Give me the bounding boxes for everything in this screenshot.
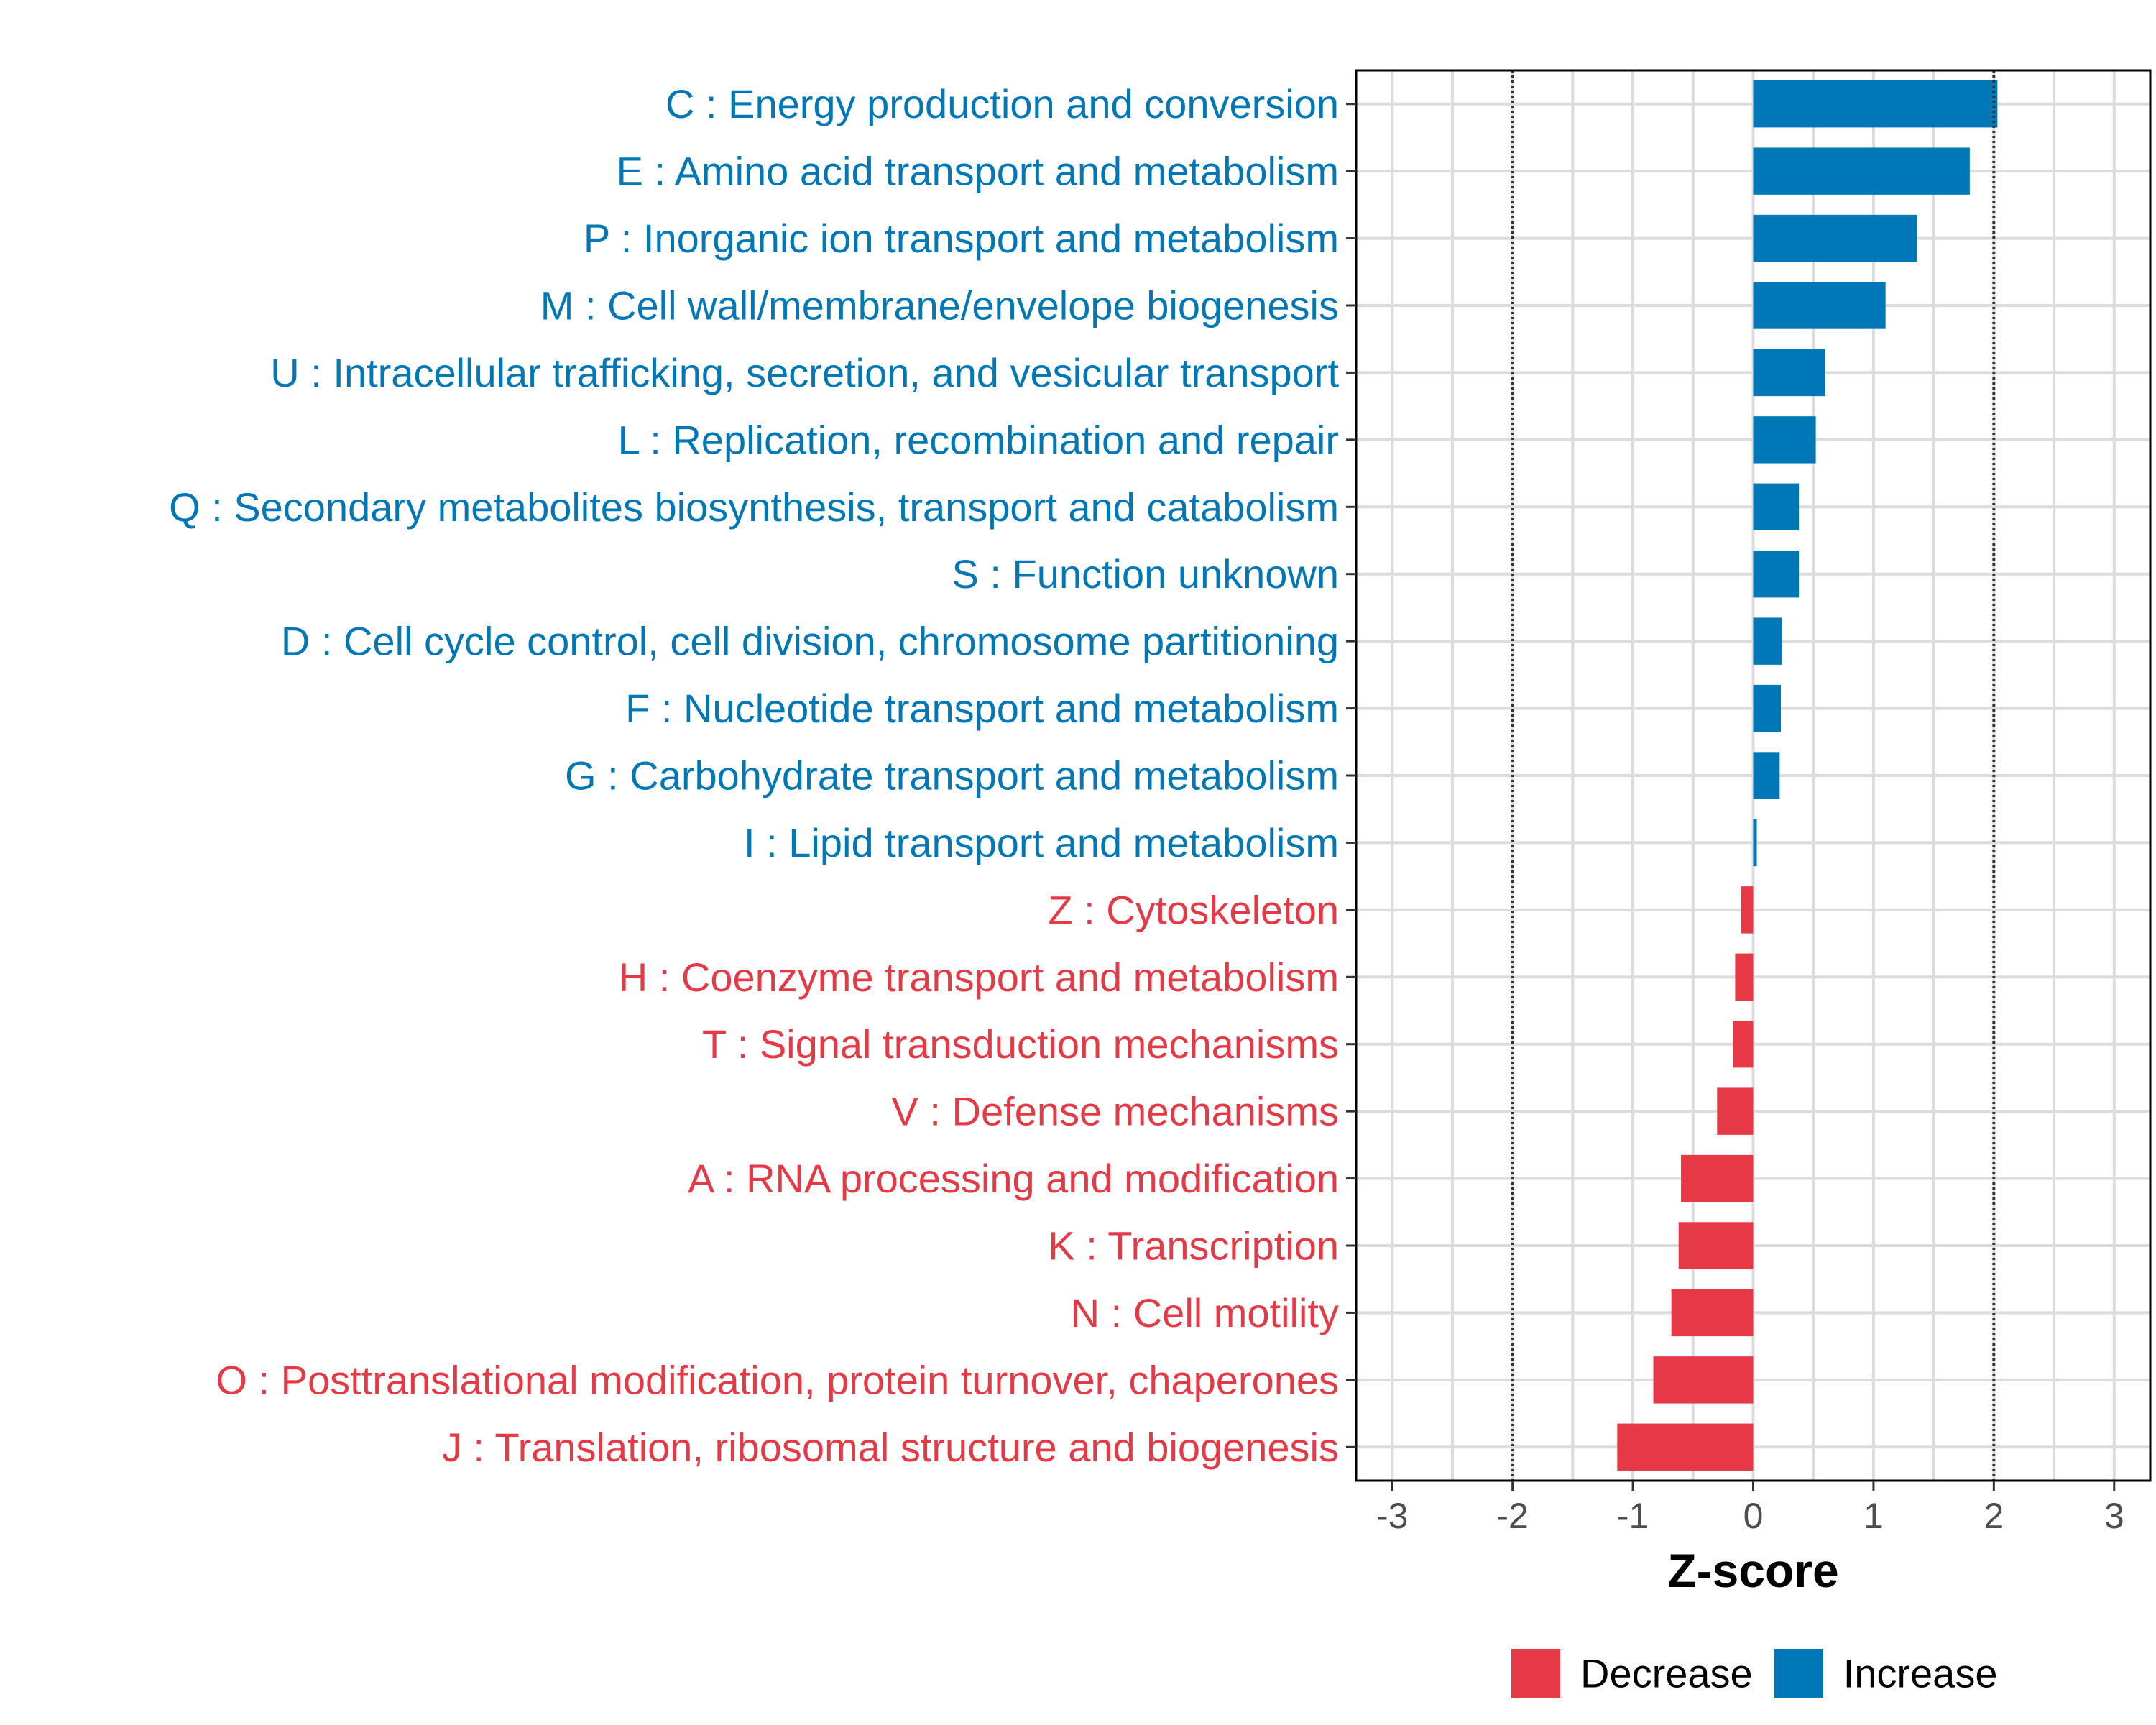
bar-decrease: [1741, 886, 1754, 934]
legend-swatch-increase: [1774, 1649, 1823, 1698]
category-label: N : Cell motility: [1071, 1290, 1339, 1335]
category-label: Q : Secondary metabolites biosynthesis, …: [169, 484, 1339, 530]
category-label: Z : Cytoskeleton: [1048, 887, 1339, 932]
category-label: O : Posttranslational modification, prot…: [216, 1357, 1339, 1402]
category-label: U : Intracellular trafficking, secretion…: [270, 350, 1339, 395]
bar-decrease: [1653, 1356, 1754, 1404]
category-label: C : Energy production and conversion: [665, 81, 1339, 126]
x-tick-label: -1: [1617, 1496, 1649, 1536]
category-label: F : Nucleotide transport and metabolism: [625, 686, 1339, 731]
bar-increase: [1753, 214, 1917, 262]
x-tick-label: 3: [2104, 1496, 2124, 1536]
category-label: T : Signal transduction mechanisms: [702, 1021, 1339, 1067]
bar-decrease: [1717, 1087, 1754, 1135]
category-label: A : RNA processing and modification: [688, 1156, 1339, 1201]
bars-layer: [1617, 80, 1998, 1471]
bar-increase: [1753, 551, 1800, 598]
legend-label-decrease: Decrease: [1580, 1651, 1753, 1696]
category-label: L : Replication, recombination and repai…: [618, 417, 1339, 462]
x-tick-label: 2: [1984, 1496, 2004, 1536]
x-tick-label: 1: [1864, 1496, 1884, 1536]
bar-decrease: [1617, 1423, 1754, 1471]
category-label: J : Translation, ribosomal structure and…: [442, 1425, 1339, 1470]
bar-increase: [1753, 483, 1800, 530]
x-tick-label: -3: [1376, 1496, 1408, 1536]
x-axis-title: Z-score: [1667, 1544, 1838, 1597]
bar-decrease: [1733, 1021, 1754, 1068]
category-label: I : Lipid transport and metabolism: [744, 820, 1339, 865]
bar-increase: [1753, 282, 1886, 329]
category-label: K : Transcription: [1048, 1223, 1339, 1269]
category-label: V : Defense mechanisms: [892, 1089, 1339, 1134]
bar-increase: [1753, 416, 1816, 464]
category-label: G : Carbohydrate transport and metabolis…: [565, 753, 1339, 799]
bar-decrease: [1671, 1289, 1754, 1337]
category-label: M : Cell wall/membrane/envelope biogenes…: [540, 283, 1339, 328]
bar-increase: [1753, 617, 1782, 665]
bar-decrease: [1681, 1154, 1754, 1202]
bar-increase: [1753, 819, 1757, 867]
legend: Decrease Increase: [1511, 1649, 1997, 1698]
legend-swatch-decrease: [1511, 1649, 1560, 1698]
category-label: S : Function unknown: [952, 551, 1339, 597]
legend-label-increase: Increase: [1843, 1651, 1998, 1696]
bar-increase: [1753, 147, 1970, 195]
y-axis-ticks: [1346, 103, 1356, 1448]
bar-decrease: [1678, 1222, 1754, 1269]
category-label: D : Cell cycle control, cell division, c…: [281, 619, 1339, 664]
bar-increase: [1753, 80, 1998, 128]
bar-increase: [1753, 349, 1825, 397]
bar-increase: [1753, 684, 1782, 732]
category-label: H : Coenzyme transport and metabolism: [619, 954, 1339, 1000]
x-axis-ticks: -3 -2 -1 0 1 2 3: [1376, 1481, 2124, 1536]
x-tick-label: 0: [1743, 1496, 1764, 1536]
y-axis-category-labels: C : Energy production and conversion E : …: [169, 81, 1339, 1470]
x-tick-label: -2: [1496, 1496, 1528, 1536]
category-label: P : Inorganic ion transport and metaboli…: [584, 216, 1339, 261]
threshold-lines: [1511, 70, 1996, 1481]
bar-decrease: [1735, 953, 1754, 1000]
bar-increase: [1753, 752, 1780, 799]
category-label: E : Amino acid transport and metabolism: [617, 149, 1339, 194]
